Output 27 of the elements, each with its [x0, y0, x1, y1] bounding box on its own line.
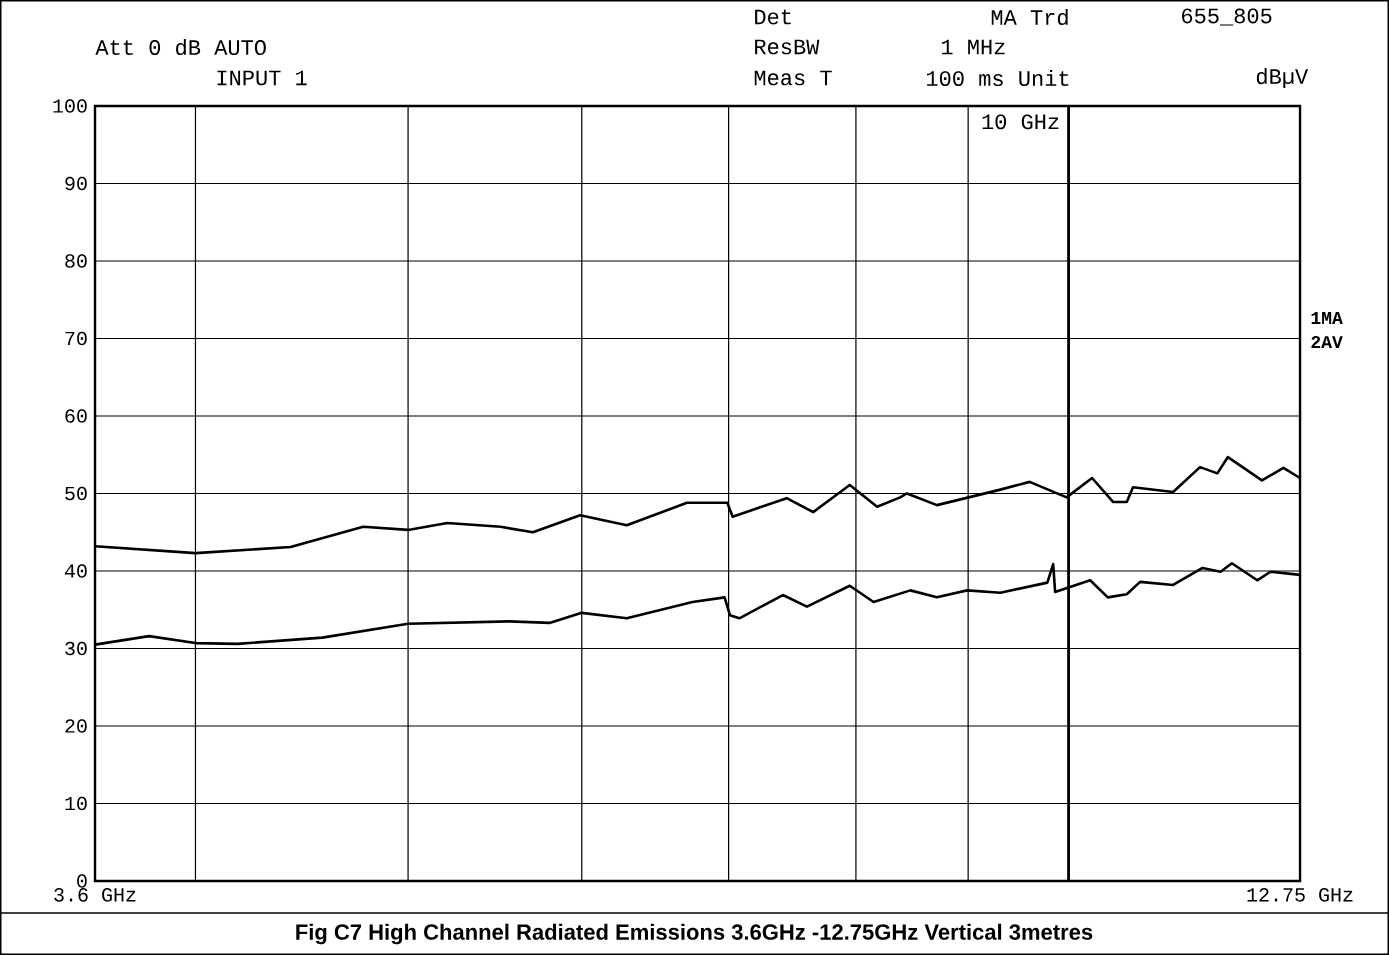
- text: ResBW: [755, 39, 820, 55]
- text: 2AV: [1311, 335, 1343, 349]
- text: dBµV: [1256, 67, 1309, 89]
- y-tick-label: 80: [65, 254, 87, 268]
- text: 1MA: [1311, 312, 1343, 324]
- y-tick-label: 30: [65, 641, 87, 656]
- x-tick-label: 12.75 GHz: [1247, 888, 1353, 902]
- y-tick-label: 100: [53, 99, 87, 113]
- text: 1 MHz: [942, 39, 1005, 55]
- text: Fig C7 High Channel Radiated Emissions 3.6GHz -12.75GHz Vertical 3metres: [296, 923, 1093, 945]
- text: Det: [755, 9, 791, 25]
- text: Att 0 dB AUTO: [95, 38, 266, 56]
- y-tick-label: 70: [65, 331, 87, 346]
- x-tick-label: 3.6 GHz: [54, 888, 136, 902]
- y-tick-label: 40: [64, 564, 87, 578]
- y-tick-label: 20: [65, 719, 87, 733]
- ref-line-label: 10 GHz: [982, 114, 1059, 130]
- text: INPUT 1: [217, 70, 307, 86]
- text: MA Trd: [991, 8, 1068, 26]
- y-tick-label: 50: [65, 486, 87, 501]
- text: 100 ms Unit: [927, 69, 1069, 87]
- text: 655_805: [1182, 8, 1272, 26]
- y-tick-label: 60: [65, 409, 87, 423]
- y-tick-label: 10: [65, 796, 87, 811]
- y-tick-label: 90: [65, 176, 87, 191]
- text: Meas T: [754, 70, 832, 86]
- y-tick-label: 0: [77, 874, 87, 888]
